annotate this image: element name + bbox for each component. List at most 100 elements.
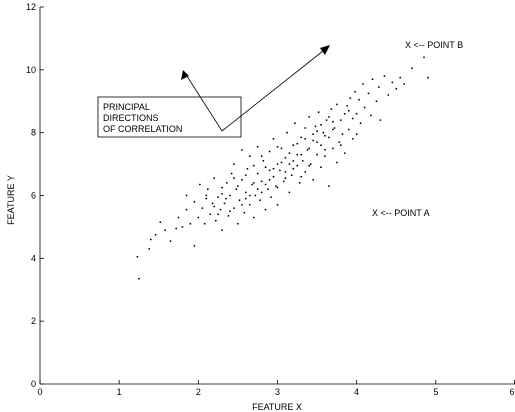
x-tick-label: 1 bbox=[117, 387, 122, 397]
data-point bbox=[362, 83, 364, 85]
data-point bbox=[233, 207, 235, 210]
data-point bbox=[159, 221, 162, 224]
data-point bbox=[325, 119, 328, 121]
data-point bbox=[308, 164, 311, 167]
plot-frame bbox=[39, 7, 515, 385]
y-tick-label: 4 bbox=[31, 253, 36, 263]
point-b-label: X <-- POINT B bbox=[405, 40, 463, 50]
data-point bbox=[336, 161, 338, 164]
annotation-box-line-3: OF CORRELATION bbox=[103, 124, 182, 134]
annotation-box bbox=[97, 96, 242, 138]
data-point bbox=[282, 180, 285, 183]
data-point bbox=[221, 193, 224, 195]
data-point bbox=[276, 145, 279, 148]
data-point bbox=[358, 98, 360, 101]
y-tick-label: 0 bbox=[31, 379, 36, 389]
data-point bbox=[251, 183, 254, 186]
data-point bbox=[423, 56, 425, 59]
data-point bbox=[154, 233, 157, 236]
data-point bbox=[314, 125, 317, 128]
data-point bbox=[205, 194, 208, 197]
data-point bbox=[246, 167, 249, 170]
data-point bbox=[199, 183, 201, 186]
data-points bbox=[136, 56, 429, 280]
data-point bbox=[248, 204, 251, 206]
data-point bbox=[217, 213, 220, 216]
data-point bbox=[284, 156, 287, 159]
x-axis-label: FEATURE X bbox=[252, 402, 302, 412]
data-point bbox=[244, 174, 247, 177]
data-point bbox=[286, 131, 288, 134]
y-tick-label: 6 bbox=[31, 191, 36, 201]
data-point bbox=[175, 227, 178, 230]
data-point bbox=[308, 116, 311, 118]
data-point bbox=[270, 196, 273, 199]
data-point bbox=[403, 83, 406, 85]
data-point bbox=[189, 222, 192, 225]
x-tick-label: 0 bbox=[37, 387, 42, 397]
data-point bbox=[267, 188, 269, 191]
data-point bbox=[359, 122, 362, 125]
data-point bbox=[238, 199, 241, 202]
data-point bbox=[383, 75, 386, 77]
data-point bbox=[241, 204, 243, 206]
data-point bbox=[355, 112, 358, 115]
data-point bbox=[304, 171, 307, 173]
data-point bbox=[370, 114, 372, 117]
data-point bbox=[339, 119, 342, 121]
data-point bbox=[330, 108, 333, 110]
data-point bbox=[304, 138, 307, 140]
data-point bbox=[375, 100, 378, 103]
annotations: PRINCIPAL DIRECTIONS OF CORRELATION X <-… bbox=[97, 40, 463, 218]
data-point bbox=[280, 147, 283, 150]
data-point bbox=[254, 194, 257, 197]
data-point bbox=[213, 205, 216, 208]
data-point bbox=[351, 138, 354, 140]
data-point bbox=[276, 204, 279, 206]
data-point bbox=[290, 174, 293, 177]
annotation-box-line-2: DIRECTIONS bbox=[103, 113, 159, 123]
data-point bbox=[324, 134, 326, 137]
data-point bbox=[316, 130, 318, 133]
data-point bbox=[193, 200, 196, 203]
data-point bbox=[346, 105, 349, 107]
data-point bbox=[298, 182, 301, 184]
data-point bbox=[256, 188, 259, 191]
data-point bbox=[288, 152, 291, 155]
data-point bbox=[324, 149, 326, 151]
data-point bbox=[235, 188, 238, 191]
data-point bbox=[230, 172, 233, 175]
arrow-line-1 bbox=[184, 72, 223, 132]
y-tick-label: 8 bbox=[31, 128, 36, 138]
data-point bbox=[227, 215, 230, 217]
data-point bbox=[301, 160, 304, 162]
data-point bbox=[328, 116, 330, 118]
y-axis-label: FEATURE Y bbox=[6, 175, 16, 225]
data-point bbox=[185, 194, 188, 197]
data-point bbox=[294, 122, 296, 125]
data-point bbox=[288, 191, 291, 194]
data-point bbox=[221, 229, 224, 232]
annotation-box-line-1: PRINCIPAL bbox=[103, 102, 150, 112]
x-tick-label: 3 bbox=[275, 387, 280, 397]
data-point bbox=[288, 163, 291, 166]
data-point bbox=[241, 178, 243, 181]
data-point bbox=[203, 222, 206, 225]
data-point bbox=[308, 147, 311, 150]
data-point bbox=[312, 139, 314, 142]
data-point bbox=[241, 149, 243, 151]
x-tick-label: 5 bbox=[433, 387, 438, 397]
data-point bbox=[219, 208, 222, 211]
data-point bbox=[284, 171, 287, 173]
data-point bbox=[243, 211, 246, 214]
data-point bbox=[233, 177, 235, 180]
data-point bbox=[259, 199, 261, 202]
data-point bbox=[272, 175, 275, 178]
data-point bbox=[225, 197, 227, 200]
data-point bbox=[317, 111, 320, 114]
data-point bbox=[354, 90, 356, 93]
x-tick-label: 6 bbox=[509, 387, 514, 397]
data-point bbox=[312, 133, 314, 136]
data-point bbox=[343, 152, 346, 155]
